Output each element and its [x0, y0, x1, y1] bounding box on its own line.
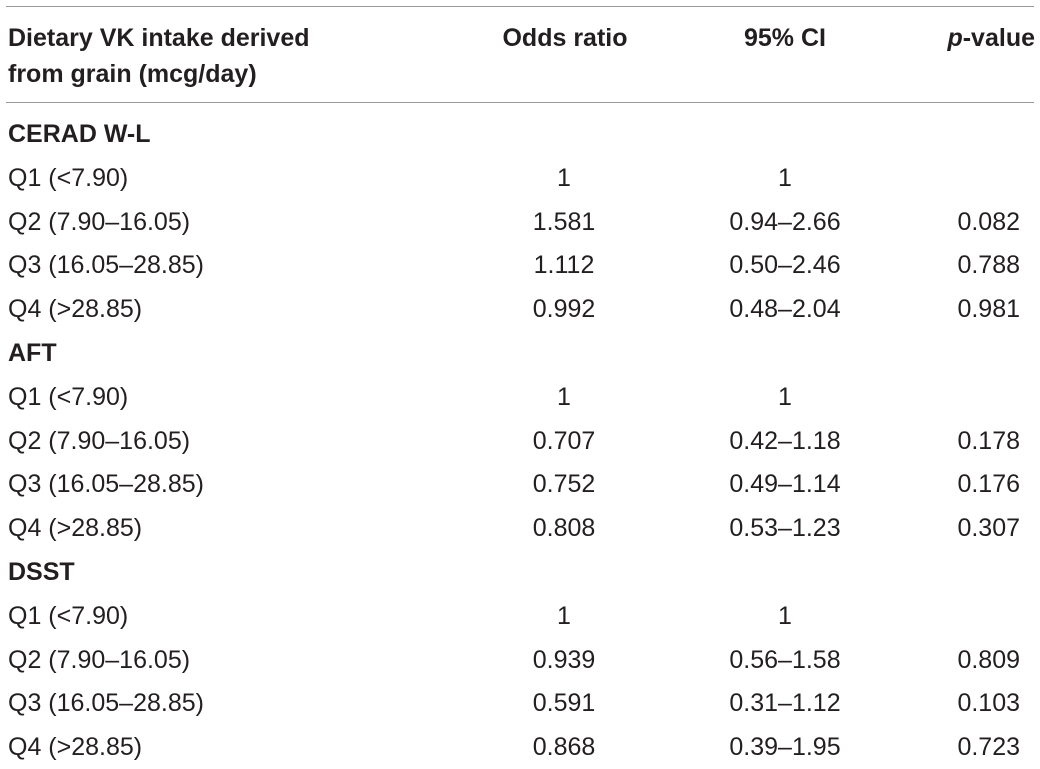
quartile-label: Q3 (16.05–28.85) — [8, 251, 204, 279]
ci-cell: 1 — [778, 602, 792, 630]
quartile-label: Q4 (>28.85) — [8, 295, 143, 323]
header-ci: 95% CI — [744, 24, 826, 52]
header-p-value: p-value — [880, 20, 1035, 56]
header-p-rest: -value — [962, 24, 1035, 52]
header-rule — [6, 102, 1034, 103]
section-title: DSST — [8, 558, 75, 586]
odds-ratio-cell: 1 — [557, 383, 571, 411]
odds-ratio-cell: 0.939 — [532, 646, 596, 674]
odds-ratio-cell: 0.808 — [532, 514, 596, 542]
p-value-cell: 0.788 — [957, 251, 1020, 279]
p-value-cell: 0.178 — [957, 427, 1020, 455]
header-odds-ratio: Odds ratio — [502, 24, 628, 52]
quartile-label: Q2 (7.90–16.05) — [8, 427, 191, 455]
p-value-cell: 0.809 — [957, 646, 1020, 674]
ci-cell: 0.50–2.46 — [729, 251, 841, 279]
odds-ratio-cell: 1.112 — [533, 251, 595, 279]
quartile-label: Q1 (<7.90) — [8, 383, 129, 411]
odds-ratio-cell: 1 — [557, 164, 571, 192]
ci-cell: 0.48–2.04 — [729, 295, 841, 323]
table-row: Q1 (<7.90) 1 1 — [0, 375, 1040, 419]
section-row: CERAD W-L — [0, 112, 1040, 156]
quartile-label: Q1 (<7.90) — [8, 602, 129, 630]
quartile-label: Q2 (7.90–16.05) — [8, 646, 191, 674]
ci-cell: 0.31–1.12 — [729, 689, 841, 717]
ci-cell: 0.49–1.14 — [729, 470, 841, 498]
odds-ratio-cell: 0.707 — [532, 427, 596, 455]
table-row: Q2 (7.90–16.05) 1.581 0.94–2.66 0.082 — [0, 200, 1040, 244]
header-intake-line1: Dietary VK intake derived — [8, 24, 310, 52]
section-row: AFT — [0, 331, 1040, 375]
table-row: Q2 (7.90–16.05) 0.939 0.56–1.58 0.809 — [0, 638, 1040, 682]
quartile-label: Q3 (16.05–28.85) — [8, 470, 204, 498]
header-p-italic: p — [947, 24, 963, 52]
odds-ratio-cell: 0.992 — [532, 295, 596, 323]
ci-cell: 1 — [778, 383, 792, 411]
quartile-label: Q4 (>28.85) — [8, 733, 143, 761]
table-row: Q3 (16.05–28.85) 0.591 0.31–1.12 0.103 — [0, 681, 1040, 725]
quartile-label: Q2 (7.90–16.05) — [8, 208, 191, 236]
section-title: AFT — [8, 339, 57, 367]
odds-ratio-cell: 1.581 — [532, 208, 596, 236]
table-row: Q4 (>28.85) 0.868 0.39–1.95 0.723 — [0, 725, 1040, 769]
table-row: Q3 (16.05–28.85) 1.112 0.50–2.46 0.788 — [0, 243, 1040, 287]
table-row: Q4 (>28.85) 0.808 0.53–1.23 0.307 — [0, 506, 1040, 550]
quartile-label: Q4 (>28.85) — [8, 514, 143, 542]
table-top-rule — [6, 6, 1034, 7]
p-value-cell: 0.307 — [957, 514, 1020, 542]
ci-cell: 0.53–1.23 — [729, 514, 841, 542]
table-row: Q4 (>28.85) 0.992 0.48–2.04 0.981 — [0, 287, 1040, 331]
p-value-cell: 0.981 — [957, 295, 1020, 323]
header-intake-line2: from grain (mcg/day) — [8, 60, 257, 88]
ci-cell: 1 — [778, 164, 792, 192]
ci-cell: 0.56–1.58 — [729, 646, 841, 674]
odds-ratio-cell: 0.752 — [532, 470, 596, 498]
ci-cell: 0.42–1.18 — [729, 427, 841, 455]
p-value-cell: 0.723 — [957, 733, 1020, 761]
table-row: Q1 (<7.90) 1 1 — [0, 594, 1040, 638]
section-title: CERAD W-L — [8, 120, 151, 148]
p-value-cell: 0.082 — [957, 208, 1020, 236]
quartile-label: Q3 (16.05–28.85) — [8, 689, 204, 717]
p-value-cell: 0.103 — [957, 689, 1020, 717]
table-row: Q2 (7.90–16.05) 0.707 0.42–1.18 0.178 — [0, 419, 1040, 463]
ci-cell: 0.39–1.95 — [729, 733, 841, 761]
section-row: DSST — [0, 550, 1040, 594]
table-row: Q1 (<7.90) 1 1 — [0, 156, 1040, 200]
odds-ratio-cell: 0.591 — [532, 689, 596, 717]
header-intake: Dietary VK intake derived from grain (mc… — [8, 20, 428, 92]
ci-cell: 0.94–2.66 — [729, 208, 841, 236]
p-value-cell: 0.176 — [957, 470, 1020, 498]
quartile-label: Q1 (<7.90) — [8, 164, 129, 192]
odds-ratio-cell: 0.868 — [532, 733, 596, 761]
odds-ratio-cell: 1 — [557, 602, 571, 630]
table-row: Q3 (16.05–28.85) 0.752 0.49–1.14 0.176 — [0, 462, 1040, 506]
